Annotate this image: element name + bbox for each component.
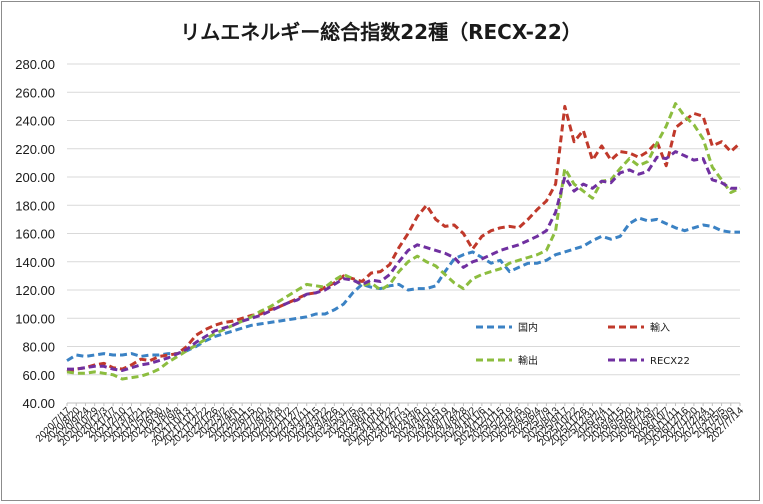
- y-tick-label: 60.00: [22, 368, 55, 383]
- y-tick-label: 140.00: [15, 255, 55, 270]
- series-line: [66, 216, 740, 362]
- y-tick-label: 200.00: [15, 170, 55, 185]
- y-tick-label: 240.00: [15, 114, 55, 129]
- y-tick-label: 120.00: [15, 283, 55, 298]
- series-国内: [66, 216, 740, 362]
- series-輸出: [66, 102, 741, 381]
- legend-label: RECX22: [650, 356, 690, 367]
- series-line: [67, 150, 740, 372]
- legend-label: 輸入: [650, 321, 670, 334]
- gridlines: [67, 63, 740, 404]
- y-tick-label: 100.00: [15, 311, 55, 326]
- x-axis-ticks: 2020/7/172020/8/202020/9/242020/10/29202…: [34, 403, 746, 449]
- series-輸入: [66, 104, 742, 374]
- legend-label: 輸出: [518, 354, 538, 367]
- legend-item: 輸出: [476, 354, 538, 367]
- y-tick-label: 280.00: [15, 57, 55, 72]
- legend-label: 国内: [518, 321, 538, 334]
- chart-title: リムエネルギー総合指数22種（RECX-22）: [180, 20, 582, 44]
- y-tick-label: 160.00: [15, 227, 55, 242]
- legend-item: 輸入: [608, 321, 670, 334]
- y-tick-label: 40.00: [22, 396, 55, 411]
- y-tick-label: 220.00: [15, 142, 55, 157]
- series-line: [66, 104, 742, 374]
- y-tick-label: 260.00: [15, 85, 55, 100]
- y-axis-ticks: 40.00 60.00 80.00 100.00 120.00 140.00 160.00 1…: [15, 57, 55, 411]
- y-tick-label: 180.00: [15, 198, 55, 213]
- series-RECX22: [67, 150, 740, 372]
- y-tick-label: 80.00: [22, 340, 55, 355]
- series-line: [66, 102, 741, 381]
- legend-item: RECX22: [608, 356, 690, 367]
- legend-item: 国内: [476, 321, 538, 334]
- series-lines: [66, 102, 742, 381]
